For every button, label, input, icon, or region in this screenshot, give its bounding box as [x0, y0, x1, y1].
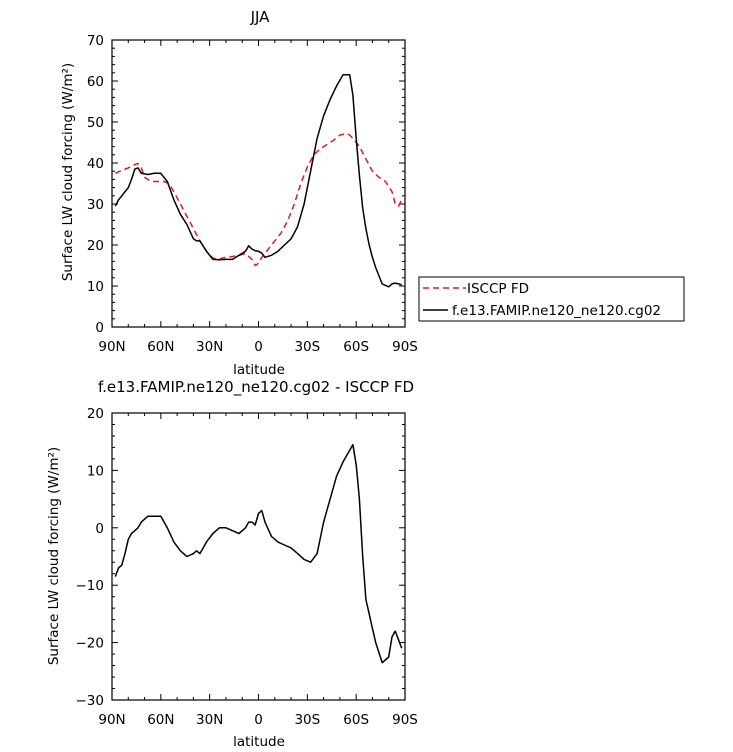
bottom-series-lines	[114, 443, 403, 664]
top-series-line-0	[114, 132, 403, 267]
bottom-plot-frame	[111, 412, 406, 701]
top-y-tick-label: 30	[87, 197, 104, 213]
top-x-tick-label: 90N	[98, 339, 125, 355]
top-chart-title: JJA	[250, 8, 271, 26]
top-x-tick-label: 30N	[196, 339, 223, 355]
top-y-axis-label: Surface LW cloud forcing (W/m²)	[60, 63, 76, 281]
bottom-x-axis-label: latitude	[233, 734, 285, 750]
bottom-x-tick-label: 60N	[147, 712, 174, 728]
legend: ISCCP FD f.e13.FAMIP.ne120_ne120.cg02	[418, 276, 685, 322]
top-y-tick-label: 10	[87, 279, 104, 295]
bottom-y-axis-label: Surface LW cloud forcing (W/m²)	[46, 447, 62, 665]
top-x-tick-label: 60N	[147, 339, 174, 355]
top-y-tick-label: 60	[87, 74, 104, 90]
bottom-y-tick-label: 0	[95, 521, 104, 537]
bottom-y-tick-label: 10	[87, 463, 104, 479]
bottom-series-line-0	[114, 443, 403, 664]
top-x-tick-label: 90S	[392, 339, 418, 355]
bottom-x-tick-label: 60S	[343, 712, 369, 728]
top-x-tick-label: 0	[254, 339, 263, 355]
top-y-tick-label: 20	[87, 238, 104, 254]
top-y-tick-label: 40	[87, 156, 104, 172]
legend-box	[418, 276, 685, 322]
top-panel: JJA Surface LW cloud forcing (W/m²) lati…	[60, 8, 418, 378]
top-series-line-1	[114, 74, 402, 288]
top-series-lines	[114, 74, 403, 288]
bottom-chart-title: f.e13.FAMIP.ne120_ne120.cg02 - ISCCP FD	[98, 378, 414, 397]
bottom-x-tick-label: 0	[254, 712, 263, 728]
top-y-tick-label: 0	[95, 320, 104, 336]
bottom-axis-ticks: 90N 60N 30N 0 30S 60S 90S −30 −20 −10 0 10 20	[76, 406, 418, 728]
bottom-panel: f.e13.FAMIP.ne120_ne120.cg02 - ISCCP FD …	[46, 378, 418, 750]
bottom-x-tick-label: 30S	[294, 712, 320, 728]
bottom-y-tick-label: −30	[76, 693, 105, 709]
bottom-y-tick-label: 20	[87, 406, 104, 422]
top-x-axis-label: latitude	[233, 362, 285, 378]
top-y-tick-label: 70	[87, 33, 104, 49]
bottom-x-tick-label: 90S	[392, 712, 418, 728]
bottom-y-tick-label: −20	[76, 636, 105, 652]
top-x-tick-label: 30S	[294, 339, 320, 355]
bottom-x-tick-label: 30N	[196, 712, 223, 728]
bottom-x-tick-label: 90N	[98, 712, 125, 728]
legend-label-isccp: ISCCP FD	[467, 281, 529, 297]
top-axis-ticks: 90N 60N 30N 0 30S 60S 90S 0 10 20 30 40 50 60 70	[87, 33, 418, 355]
bottom-y-tick-label: −10	[76, 578, 105, 594]
top-y-tick-label: 50	[87, 115, 104, 131]
legend-label-model: f.e13.FAMIP.ne120_ne120.cg02	[452, 303, 661, 319]
top-x-tick-label: 60S	[343, 339, 369, 355]
top-plot-frame	[111, 39, 406, 328]
